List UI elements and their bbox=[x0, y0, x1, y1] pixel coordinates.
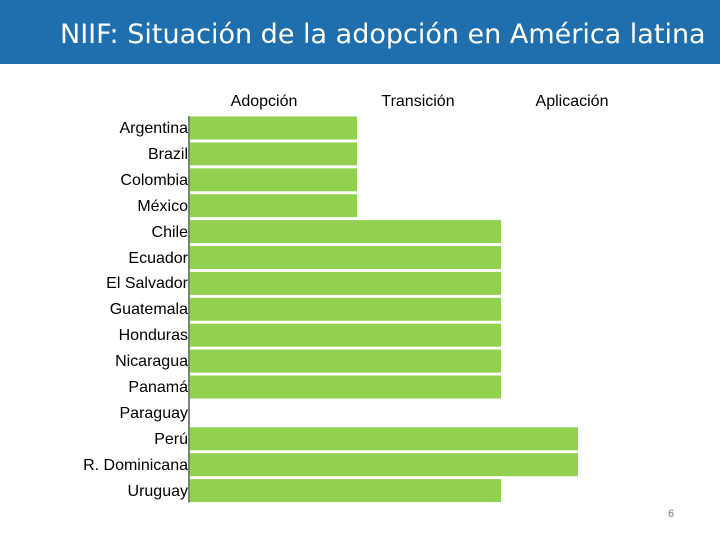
bar bbox=[190, 453, 578, 477]
bar bbox=[190, 246, 501, 269]
bar bbox=[190, 427, 578, 451]
bar bbox=[190, 323, 501, 347]
stage-header: Aplicación bbox=[535, 93, 609, 110]
category-label: Guatemala bbox=[109, 301, 188, 319]
stage-header: Transición bbox=[381, 93, 455, 110]
category-label: Uruguay bbox=[127, 482, 188, 500]
category-label: Ecuador bbox=[128, 249, 188, 267]
category-label: México bbox=[137, 197, 188, 215]
category-label: Perú bbox=[154, 430, 188, 448]
page-number: 6 bbox=[668, 508, 675, 520]
bar bbox=[190, 271, 501, 295]
category-label: Nicaragua bbox=[115, 353, 188, 371]
category-label: Paraguay bbox=[119, 404, 189, 422]
bar bbox=[190, 142, 357, 166]
category-label: Chile bbox=[151, 223, 188, 241]
bar bbox=[190, 116, 357, 140]
bar bbox=[190, 349, 501, 373]
title-bar: NIIF: Situación de la adopción en Améric… bbox=[0, 0, 720, 64]
category-label: R. Dominicana bbox=[83, 456, 188, 474]
bar bbox=[190, 168, 357, 192]
category-label: Brazil bbox=[147, 145, 188, 163]
stage-header: Adopción bbox=[230, 93, 298, 110]
bar bbox=[190, 479, 501, 503]
bar bbox=[190, 297, 501, 321]
category-label: El Salvador bbox=[106, 275, 188, 293]
category-label: Colombia bbox=[120, 171, 188, 189]
slide-title: NIIF: Situación de la adopción en Améric… bbox=[60, 19, 706, 50]
category-label: Argentina bbox=[119, 120, 189, 137]
bar bbox=[190, 375, 501, 399]
bar bbox=[190, 220, 501, 244]
bar bbox=[190, 194, 357, 218]
category-label: Honduras bbox=[118, 327, 188, 345]
category-label: Panamá bbox=[128, 379, 188, 396]
